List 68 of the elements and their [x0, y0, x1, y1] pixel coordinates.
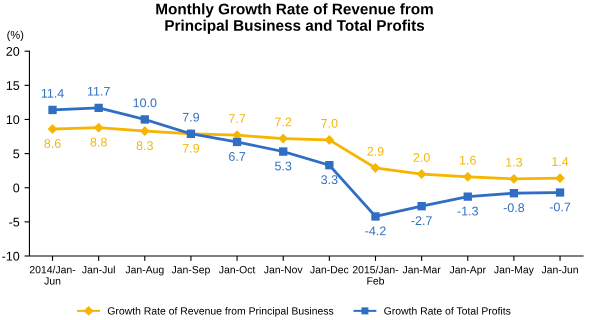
data-label: 5.3: [275, 162, 292, 170]
data-label: 2.0: [414, 153, 430, 162]
x-tick-label: 2014/Jan- Jun: [30, 266, 76, 285]
data-label: 8.8: [90, 138, 107, 147]
point: [370, 163, 380, 173]
y-axis-title: (%): [7, 30, 24, 41]
data-label: 3.3: [321, 175, 338, 184]
data-label: 1.3: [506, 158, 522, 167]
y-tick-label: 15: [6, 81, 20, 90]
legend-label: Growth Rate of Total Profits: [384, 306, 510, 315]
point: [325, 161, 334, 170]
data-label: 7.0: [321, 118, 338, 128]
data-label: 7.7: [229, 114, 246, 123]
point: [232, 138, 242, 146]
point: [510, 189, 518, 198]
data-label: 7.9: [182, 144, 200, 153]
x-tick-label: 2015/Jan- Feb: [352, 266, 398, 285]
data-label: 8.6: [44, 139, 61, 148]
point: [48, 124, 58, 134]
data-label: -4.2: [365, 226, 386, 236]
data-label: 7.2: [275, 118, 292, 126]
point: [279, 147, 288, 156]
x-tick-label: Jan-Jul: [82, 266, 115, 274]
data-label: 7.9: [182, 112, 200, 122]
point: [278, 134, 288, 144]
data-label: 10.0: [134, 98, 156, 108]
legend-label: Growth Rate of Revenue from Principal Business: [108, 306, 334, 317]
x-tick-label: Jan-Dec: [310, 266, 348, 274]
data-label: -0.7: [550, 202, 570, 212]
data-label: 2.9: [367, 146, 384, 156]
data-label: 1.4: [552, 157, 568, 166]
y-tick-label: 10: [6, 115, 20, 124]
chart-title: Monthly Growth Rate of Revenue from Principal Business and Total Profits: [156, 3, 433, 34]
data-label: 11.4: [42, 88, 64, 98]
x-tick-label: Jan-Sep: [172, 266, 210, 276]
point: [48, 106, 57, 114]
y-tick-label: -10: [2, 252, 20, 261]
point: [417, 202, 426, 210]
point: [556, 188, 564, 197]
point: [94, 123, 104, 132]
point: [463, 172, 472, 182]
point: [464, 192, 472, 201]
x-tick-label: Jan-Apr: [450, 266, 486, 276]
y-tick-label: 0: [13, 184, 20, 192]
x-tick-label: Jan-Oct: [219, 266, 256, 274]
data-label: 6.7: [229, 152, 246, 161]
x-tick-label: Jan-Nov: [264, 266, 303, 274]
point: [94, 104, 103, 112]
data-label: -1.3: [458, 206, 478, 216]
x-tick-label: Jan-May: [494, 266, 534, 276]
data-label: 11.7: [88, 86, 110, 96]
point: [371, 212, 380, 221]
point: [140, 126, 150, 136]
y-tick-label: 5: [13, 150, 20, 158]
y-tick-label: 20: [6, 47, 20, 56]
y-tick-label: -5: [9, 218, 20, 227]
data-label: -2.7: [411, 216, 432, 225]
point: [509, 174, 519, 184]
data-label: 1.6: [460, 156, 476, 165]
point: [555, 174, 565, 183]
point: [324, 135, 334, 145]
x-tick-label: Jan-Aug: [126, 266, 164, 276]
point: [417, 169, 426, 179]
x-tick-label: Jan-Jun: [542, 266, 578, 274]
data-label: 8.3: [136, 141, 153, 150]
data-label: -0.8: [504, 203, 524, 212]
point: [140, 115, 149, 124]
x-tick-label: Jan-Mar: [402, 266, 441, 274]
